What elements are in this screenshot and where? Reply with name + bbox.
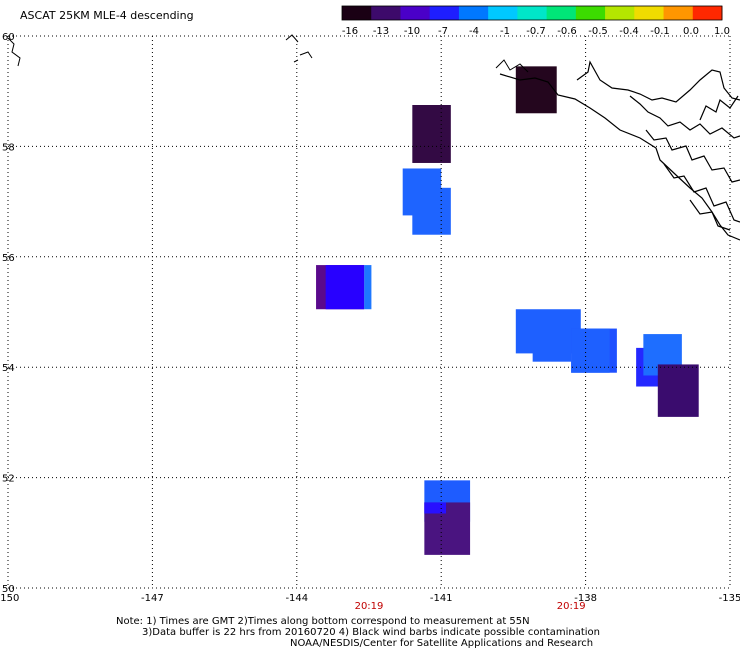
lat-tick-label: 56 bbox=[2, 253, 15, 264]
coastline bbox=[7, 34, 740, 241]
colorbar-swatch bbox=[517, 6, 548, 20]
colorbar-swatch bbox=[692, 6, 723, 20]
colorbar-swatch bbox=[342, 6, 372, 20]
lat-tick-label: 58 bbox=[2, 142, 15, 153]
colorbar-label: 1.0 bbox=[714, 26, 730, 37]
colorbar-swatch bbox=[663, 6, 694, 20]
lat-tick-label: 52 bbox=[2, 474, 15, 485]
colorbar-swatch bbox=[400, 6, 431, 20]
colorbar-swatch bbox=[371, 6, 401, 20]
colorbar-label: -16 bbox=[342, 26, 358, 37]
colorbar-label: -0.7 bbox=[526, 26, 546, 37]
axis-labels: -150 -147 -144 -141 -138 -135 50 52 54 56 58 60 20:1… bbox=[0, 32, 740, 612]
wind-cell bbox=[571, 328, 610, 373]
lat-tick-label: 60 bbox=[2, 32, 15, 43]
colorbar-swatch bbox=[488, 6, 518, 20]
colorbar: -16 -13 -10 -7 -4 -1 -0.7 -0.6 -0.5 -0.4 -0.1 0.0 1.… bbox=[341, 5, 730, 37]
note-line-2: 3)Data buffer is 22 hrs from 20160720 4)… bbox=[142, 627, 600, 638]
wind-cell bbox=[532, 339, 572, 362]
time-label: 20:19 bbox=[355, 601, 384, 612]
colorbar-swatch bbox=[546, 6, 577, 20]
colorbar-swatch bbox=[429, 6, 460, 20]
wind-cell bbox=[412, 187, 451, 235]
colorbar-swatch bbox=[605, 6, 635, 20]
colorbar-label: -0.1 bbox=[650, 26, 670, 37]
lon-tick-label: -138 bbox=[574, 593, 597, 604]
colorbar-label: -13 bbox=[373, 26, 389, 37]
lon-tick-label: -150 bbox=[0, 593, 19, 604]
map-title: ASCAT 25KM MLE-4 descending bbox=[20, 9, 194, 22]
colorbar-label: -10 bbox=[404, 26, 420, 37]
colorbar-label: -0.5 bbox=[588, 26, 608, 37]
lat-lon-grid bbox=[7, 35, 731, 589]
wind-cell bbox=[657, 364, 699, 417]
note-line-1: Note: 1) Times are GMT 2)Times along bot… bbox=[116, 616, 530, 627]
colorbar-swatch bbox=[634, 6, 665, 20]
wind-cell bbox=[424, 502, 447, 514]
colorbar-label: -7 bbox=[438, 26, 448, 37]
lon-tick-label: -135 bbox=[719, 593, 740, 604]
wind-cell bbox=[515, 66, 557, 114]
colorbar-label: -1 bbox=[500, 26, 510, 37]
colorbar-label: -0.4 bbox=[619, 26, 639, 37]
colorbar-label: 0.0 bbox=[683, 26, 699, 37]
lon-tick-label: -144 bbox=[285, 593, 308, 604]
lon-tick-label: -141 bbox=[430, 593, 453, 604]
colorbar-swatch bbox=[575, 6, 606, 20]
lat-tick-label: 54 bbox=[2, 363, 15, 374]
wind-cell bbox=[412, 105, 451, 163]
wind-cells bbox=[316, 66, 699, 555]
wind-cell bbox=[364, 265, 372, 310]
colorbar-swatch bbox=[458, 6, 489, 20]
time-label: 20:19 bbox=[557, 601, 586, 612]
lon-tick-label: -147 bbox=[141, 593, 164, 604]
colorbar-label: -0.6 bbox=[557, 26, 577, 37]
colorbar-label: -4 bbox=[469, 26, 479, 37]
note-line-3: NOAA/NESDIS/Center for Satellite Applica… bbox=[290, 638, 594, 649]
lat-tick-label: 50 bbox=[2, 584, 15, 595]
wind-cell bbox=[325, 265, 365, 310]
